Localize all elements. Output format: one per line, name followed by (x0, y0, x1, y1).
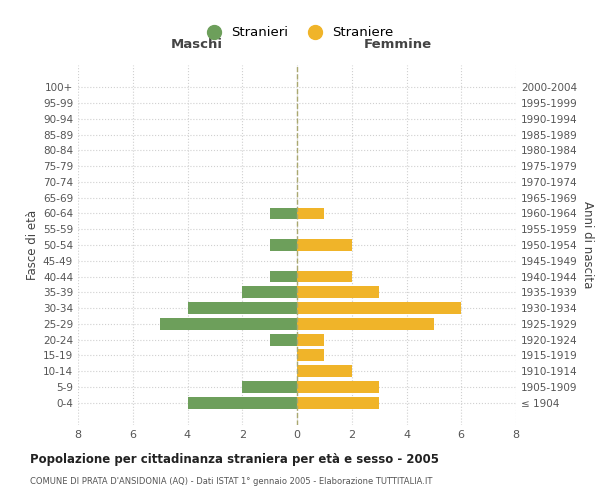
Bar (269, 208, 297, 220)
Text: Maschi: Maschi (170, 38, 222, 51)
Bar (297, 302, 461, 314)
Legend: Stranieri, Straniere: Stranieri, Straniere (196, 21, 398, 45)
Bar (297, 239, 352, 251)
Text: Popolazione per cittadinanza straniera per età e sesso - 2005: Popolazione per cittadinanza straniera p… (30, 452, 439, 466)
Bar (160, 318, 297, 330)
Bar (297, 208, 325, 220)
Bar (297, 381, 379, 393)
Y-axis label: Anni di nascita: Anni di nascita (581, 202, 594, 288)
Bar (297, 397, 379, 408)
Bar (242, 286, 297, 298)
Bar (269, 239, 297, 251)
Bar (297, 334, 325, 345)
Bar (297, 350, 325, 362)
Bar (269, 334, 297, 345)
Bar (297, 270, 352, 282)
Bar (187, 397, 297, 408)
Bar (297, 318, 434, 330)
Bar (269, 270, 297, 282)
Y-axis label: Fasce di età: Fasce di età (26, 210, 39, 280)
Text: Femmine: Femmine (364, 38, 432, 51)
Text: COMUNE DI PRATA D'ANSIDONIA (AQ) - Dati ISTAT 1° gennaio 2005 - Elaborazione TUT: COMUNE DI PRATA D'ANSIDONIA (AQ) - Dati … (30, 478, 433, 486)
Bar (297, 286, 379, 298)
Bar (297, 366, 352, 377)
Bar (242, 381, 297, 393)
Bar (187, 302, 297, 314)
